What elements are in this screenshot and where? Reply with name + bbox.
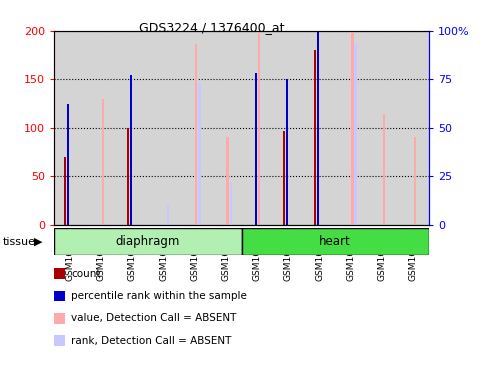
Bar — [286, 79, 288, 225]
Text: GDS3224 / 1376400_at: GDS3224 / 1376400_at — [139, 21, 285, 34]
Text: value, Detection Call = ABSENT: value, Detection Call = ABSENT — [71, 313, 237, 323]
Bar — [67, 104, 70, 225]
Bar — [383, 114, 385, 225]
Bar — [195, 44, 197, 225]
Bar — [179, 31, 211, 225]
Bar — [398, 31, 429, 225]
Bar — [64, 157, 66, 225]
Bar — [242, 31, 273, 225]
Bar — [148, 31, 179, 225]
Bar — [314, 50, 316, 225]
Bar — [258, 12, 260, 225]
Bar — [254, 73, 257, 225]
Bar — [335, 31, 366, 225]
Text: ▶: ▶ — [34, 237, 42, 247]
Bar — [273, 31, 304, 225]
Bar — [102, 99, 104, 225]
Text: diaphragm: diaphragm — [116, 235, 180, 248]
Bar — [211, 31, 242, 225]
Bar — [242, 228, 429, 255]
Bar — [54, 31, 85, 225]
Bar — [54, 228, 242, 255]
Text: tissue: tissue — [2, 237, 35, 247]
Text: heart: heart — [319, 235, 351, 248]
Bar — [366, 31, 398, 225]
Bar — [167, 205, 169, 225]
Text: percentile rank within the sample: percentile rank within the sample — [71, 291, 247, 301]
Bar — [304, 31, 335, 225]
Text: rank, Detection Call = ABSENT: rank, Detection Call = ABSENT — [71, 336, 232, 346]
Bar — [198, 83, 201, 225]
Bar — [226, 137, 229, 225]
Bar — [130, 75, 132, 225]
Bar — [230, 182, 232, 225]
Bar — [414, 137, 416, 225]
Text: count: count — [71, 269, 101, 279]
Bar — [85, 31, 117, 225]
Bar — [317, 31, 319, 225]
Bar — [127, 128, 129, 225]
Bar — [354, 44, 356, 225]
Bar — [352, 0, 353, 225]
Bar — [282, 131, 285, 225]
Bar — [117, 31, 148, 225]
